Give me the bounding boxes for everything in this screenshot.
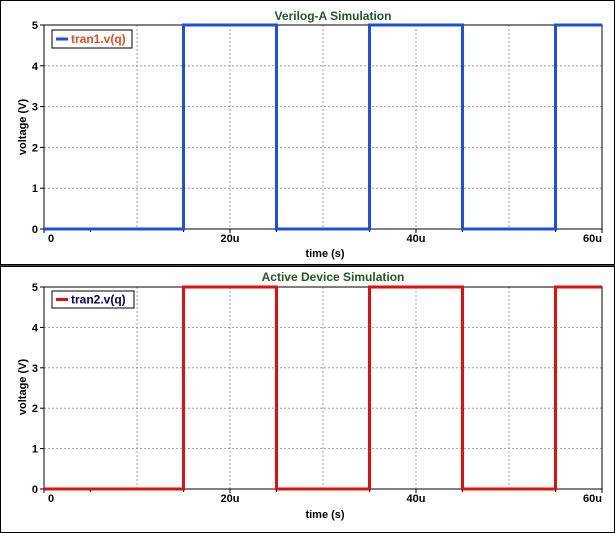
- x-tick-label: 0: [48, 233, 54, 245]
- y-tick-label: 0: [32, 484, 38, 496]
- y-axis-label: voltage (V): [17, 359, 29, 416]
- legend: tran2.v(q): [51, 290, 135, 309]
- legend: tran1.v(q): [51, 29, 133, 49]
- y-tick-label: 4: [32, 322, 39, 334]
- x-tick-label: 60u: [583, 493, 602, 505]
- legend-box: [51, 290, 135, 309]
- y-tick-label: 3: [32, 102, 38, 114]
- x-axis-label: time (s): [305, 509, 344, 521]
- y-tick-label: 1: [32, 183, 38, 195]
- legend-box: [51, 29, 133, 49]
- x-tick-label: 40u: [407, 233, 426, 245]
- x-tick-label: 0: [48, 493, 54, 505]
- y-tick-label: 0: [32, 224, 38, 236]
- x-tick-label: 60u: [583, 233, 602, 245]
- series-line-tran1.v(q): [44, 23, 602, 231]
- y-tick-label: 5: [32, 282, 38, 294]
- series-line-tran2.v(q): [44, 285, 602, 491]
- x-tick-label: 20u: [221, 233, 240, 245]
- x-axis-label: time (s): [305, 248, 344, 260]
- legend-label: tran2.v(q): [71, 293, 126, 307]
- chart-title: Verilog-A Simulation: [275, 9, 392, 23]
- chart-title: Active Device Simulation: [262, 270, 405, 284]
- y-tick-label: 1: [32, 444, 38, 456]
- y-tick-label: 3: [32, 363, 38, 375]
- chart-panel-2: Active Device Simulation 0 1 2 3 4 5 0 20u 40u 60u…: [17, 270, 603, 521]
- y-tick-label: 4: [32, 61, 39, 73]
- legend-label: tran1.v(q): [71, 32, 126, 46]
- y-tick-label: 2: [32, 142, 38, 154]
- x-tick-label: 40u: [407, 493, 426, 505]
- y-tick-label: 2: [32, 403, 38, 415]
- x-tick-label: 20u: [221, 493, 240, 505]
- y-axis-label: voltage (V): [17, 99, 29, 156]
- y-tick-label: 5: [32, 20, 38, 32]
- chart-panel-1: Verilog-A Simulation 0 1 2 3 4 5 0 20u 40u 60u time…: [17, 9, 603, 260]
